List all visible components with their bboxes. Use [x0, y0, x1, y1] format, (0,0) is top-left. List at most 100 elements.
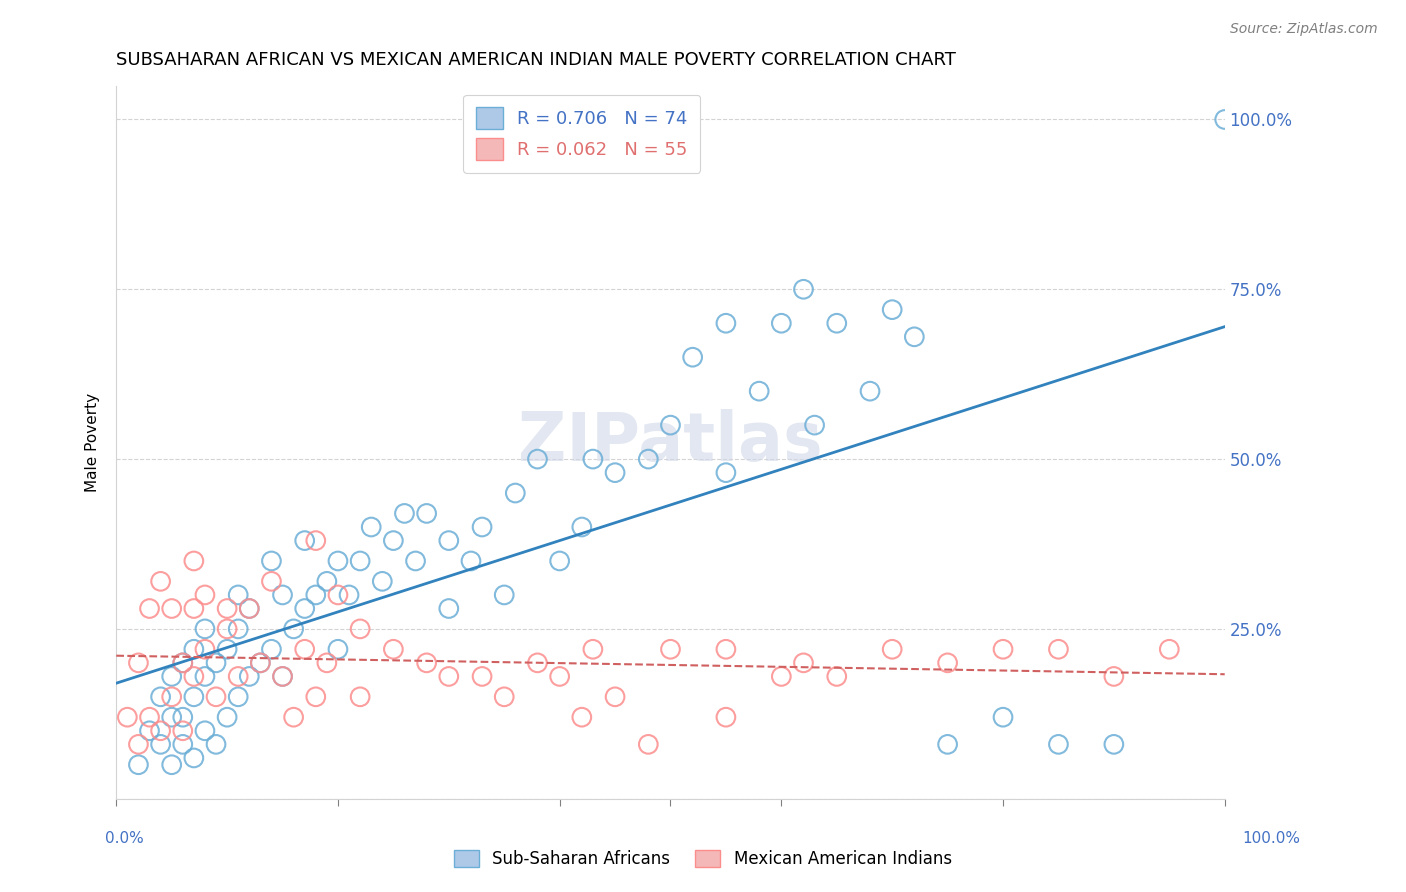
Point	[127, 656, 149, 670]
Point	[238, 601, 260, 615]
Point	[160, 690, 183, 704]
Point	[149, 723, 172, 738]
Point	[226, 669, 249, 683]
Point	[226, 690, 249, 704]
Point	[526, 656, 548, 670]
Point	[283, 622, 305, 636]
Point	[294, 601, 316, 615]
Point	[217, 642, 239, 657]
Point	[138, 723, 160, 738]
Point	[360, 520, 382, 534]
Point	[271, 669, 294, 683]
Point	[382, 642, 405, 657]
Point	[460, 554, 482, 568]
Point	[271, 669, 294, 683]
Point	[437, 669, 460, 683]
Point	[714, 642, 737, 657]
Point	[326, 642, 349, 657]
Point	[526, 452, 548, 467]
Text: ZIPatlas: ZIPatlas	[519, 409, 823, 475]
Point	[271, 588, 294, 602]
Point	[548, 554, 571, 568]
Point	[172, 710, 194, 724]
Text: Source: ZipAtlas.com: Source: ZipAtlas.com	[1230, 22, 1378, 37]
Point	[315, 656, 337, 670]
Point	[205, 690, 228, 704]
Point	[714, 710, 737, 724]
Point	[582, 452, 605, 467]
Point	[260, 574, 283, 589]
Point	[1102, 737, 1125, 751]
Point	[183, 669, 205, 683]
Point	[770, 316, 793, 330]
Text: 100.0%: 100.0%	[1243, 831, 1301, 846]
Point	[117, 710, 139, 724]
Point	[205, 656, 228, 670]
Point	[1047, 737, 1070, 751]
Point	[505, 486, 527, 500]
Point	[172, 656, 194, 670]
Point	[1047, 642, 1070, 657]
Point	[349, 690, 371, 704]
Point	[294, 642, 316, 657]
Point	[260, 642, 283, 657]
Point	[603, 466, 626, 480]
Point	[825, 669, 848, 683]
Point	[471, 669, 494, 683]
Point	[183, 690, 205, 704]
Point	[138, 710, 160, 724]
Point	[991, 642, 1014, 657]
Point	[659, 418, 682, 433]
Y-axis label: Male Poverty: Male Poverty	[86, 392, 100, 491]
Point	[160, 601, 183, 615]
Point	[127, 757, 149, 772]
Point	[882, 642, 904, 657]
Point	[149, 574, 172, 589]
Point	[437, 533, 460, 548]
Point	[172, 656, 194, 670]
Point	[1102, 669, 1125, 683]
Point	[127, 737, 149, 751]
Point	[226, 622, 249, 636]
Point	[326, 554, 349, 568]
Point	[415, 656, 437, 670]
Legend: Sub-Saharan Africans, Mexican American Indians: Sub-Saharan Africans, Mexican American I…	[447, 843, 959, 875]
Point	[217, 710, 239, 724]
Point	[382, 533, 405, 548]
Point	[603, 690, 626, 704]
Point	[217, 601, 239, 615]
Point	[437, 601, 460, 615]
Point	[1213, 112, 1236, 127]
Point	[305, 690, 328, 704]
Point	[205, 737, 228, 751]
Point	[183, 642, 205, 657]
Point	[471, 520, 494, 534]
Point	[903, 330, 925, 344]
Point	[249, 656, 271, 670]
Point	[714, 316, 737, 330]
Point	[936, 737, 959, 751]
Point	[770, 669, 793, 683]
Point	[283, 710, 305, 724]
Point	[405, 554, 427, 568]
Point	[803, 418, 825, 433]
Point	[160, 669, 183, 683]
Point	[305, 588, 328, 602]
Point	[682, 350, 704, 364]
Point	[349, 554, 371, 568]
Point	[238, 669, 260, 683]
Point	[792, 656, 814, 670]
Point	[160, 710, 183, 724]
Point	[260, 554, 283, 568]
Point	[226, 588, 249, 602]
Text: SUBSAHARAN AFRICAN VS MEXICAN AMERICAN INDIAN MALE POVERTY CORRELATION CHART: SUBSAHARAN AFRICAN VS MEXICAN AMERICAN I…	[117, 51, 956, 69]
Point	[172, 737, 194, 751]
Point	[582, 642, 605, 657]
Point	[415, 507, 437, 521]
Point	[305, 533, 328, 548]
Point	[194, 588, 217, 602]
Point	[138, 601, 160, 615]
Point	[792, 282, 814, 296]
Point	[238, 601, 260, 615]
Point	[748, 384, 770, 399]
